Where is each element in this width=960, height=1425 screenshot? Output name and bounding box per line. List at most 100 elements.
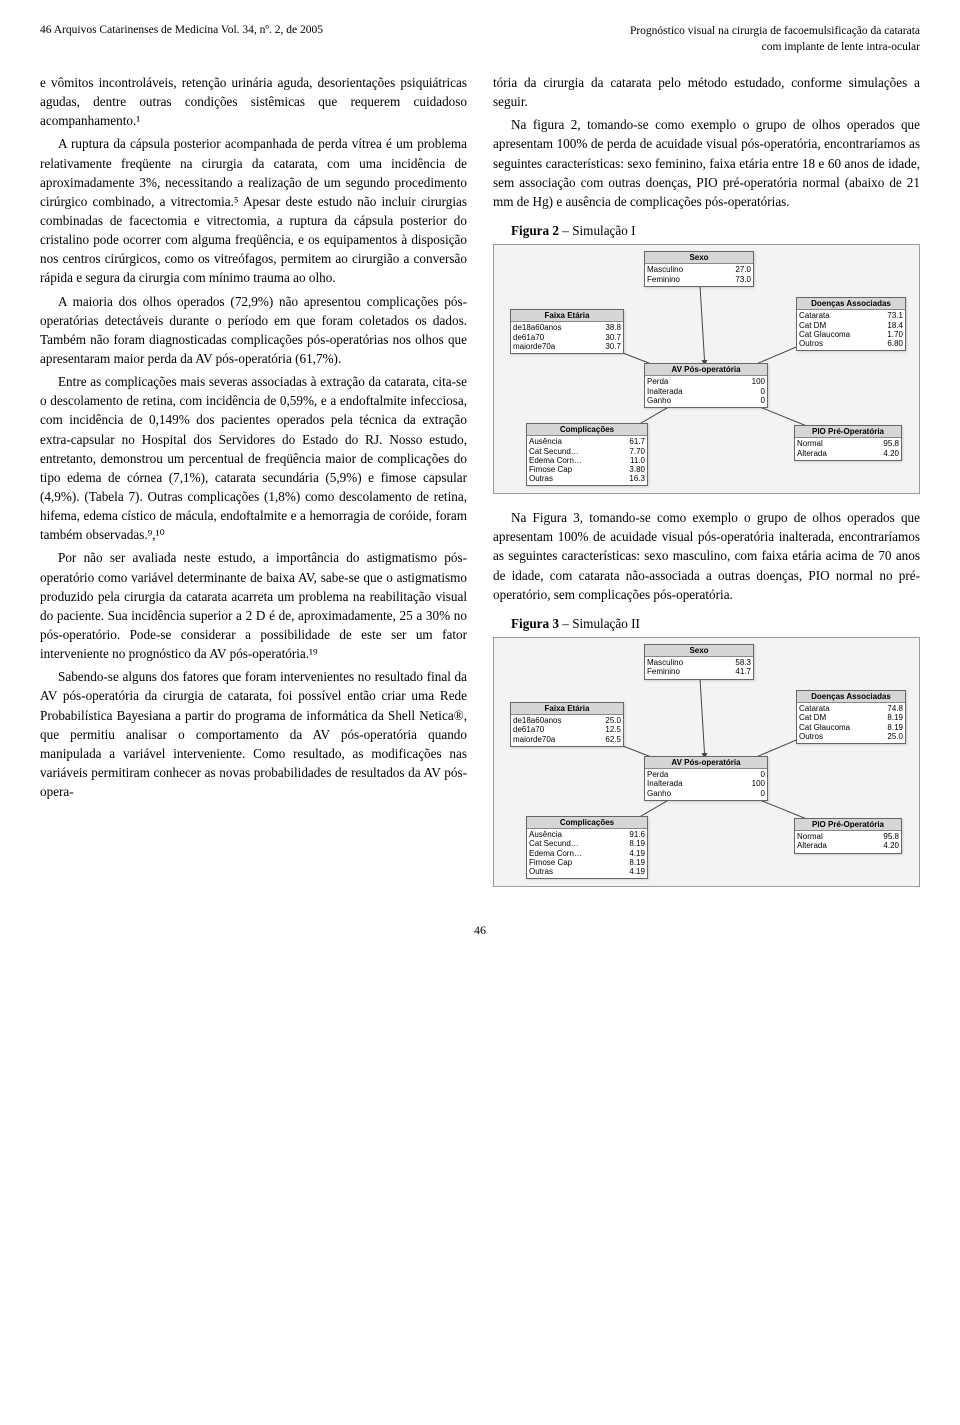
node-row-value: 8.19 [879,723,903,732]
node-row-value: 62.5 [597,735,621,744]
paragraph: Sabendo-se alguns dos fatores que foram … [40,667,467,801]
node-row-label: Feminino [647,275,723,284]
node-title: AV Pós-operatória [645,757,767,769]
node-row-value: 4.19 [621,849,645,858]
node-row: Perda0 [647,770,765,779]
node-row: Feminino 41.7 [647,667,751,676]
figure-2-title: – Simulação I [562,223,635,238]
network-node-doencas: Doenças AssociadasCatarata73.1Cat DM 18.4… [796,297,906,351]
node-row-value: 27.0 [727,265,751,274]
node-row-value: 3.80 [621,465,645,474]
figure-3-label: Figura 3 [511,616,559,631]
node-row-label: Edema Corn… [529,849,617,858]
paragraph: tória da cirurgia da catarata pelo métod… [493,73,920,111]
node-row-value: 12.5 [597,725,621,734]
paragraph: Entre as complicações mais severas assoc… [40,372,467,544]
node-row-label: Catarata [799,704,875,713]
node-title: Faixa Etária [511,703,623,715]
node-row: Inalterada0 [647,387,765,396]
node-row-value: 1.70 [879,330,903,339]
network-node-doencas: Doenças AssociadasCatarata74.8Cat DM8.19… [796,690,906,744]
node-row-value: 8.19 [621,839,645,848]
node-row: Cat Glaucoma1.70 [799,330,903,339]
node-row-value: 4.20 [875,449,899,458]
header-right-line-2: com implante de lente intra-ocular [630,40,920,56]
figure-2-network: SexoMasculino27.0Feminino73.0Faixa Etári… [493,244,920,494]
node-row-label: Normal [797,439,871,448]
paragraph: Na figura 2, tomando-se como exemplo o g… [493,115,920,211]
node-row-value: 18.4 [879,321,903,330]
node-row: Ausência 61.7 [529,437,645,446]
node-row: Ganho0 [647,789,765,798]
node-row-label: Outros [799,732,875,741]
node-row: Alterada4.20 [797,449,899,458]
node-title: PIO Pré-Operatória [795,819,901,831]
node-row-value: 6.80 [879,339,903,348]
node-row: Outros 25.0 [799,732,903,741]
node-row: Cat Secund… 7.70 [529,447,645,456]
node-row: Catarata73.1 [799,311,903,320]
running-header: 46 Arquivos Catarinenses de Medicina Vol… [40,24,920,55]
page-number: 46 [40,923,920,938]
node-row: Masculino27.0 [647,265,751,274]
node-row-label: de61a70 [513,725,593,734]
node-row: de18a60anos25.0 [513,716,621,725]
node-row-value: 7.70 [621,447,645,456]
node-row-value: 41.7 [727,667,751,676]
node-title: Doenças Associadas [797,298,905,310]
node-title: AV Pós-operatória [645,364,767,376]
node-row-label: Feminino [647,667,723,676]
node-body: Perda0Inalterada100Ganho0 [645,769,767,800]
node-body: Masculino27.0Feminino73.0 [645,264,753,285]
node-row-value: 95.8 [875,439,899,448]
node-body: Catarata73.1Cat DM18.4Cat Glaucoma1.70Ou… [797,310,905,350]
node-title: Sexo [645,252,753,264]
node-body: de18a60anos25.0de61a7012.5maiorde70a62.5 [511,715,623,746]
node-row-value: 11.0 [621,456,645,465]
node-row-label: Fimose Cap [529,465,617,474]
node-body: Catarata74.8Cat DM8.19Cat Glaucoma8.19Ou… [797,703,905,743]
network-node-avpos: AV Pós-operatóriaPerda0Inalterada100Ganh… [644,756,768,801]
figure-3-caption: Figura 3 – Simulação II [493,614,920,633]
node-row-value: 25.0 [879,732,903,741]
node-row-value: 100 [741,779,765,788]
node-body: Ausência91.6Cat Secund…8.19Edema Corn…4.… [527,829,647,878]
node-row: Fimose Cap 3.80 [529,465,645,474]
node-row-value: 8.19 [621,858,645,867]
node-title: Sexo [645,645,753,657]
node-row-value: 16.3 [621,474,645,483]
node-row-label: Cat Secund… [529,447,617,456]
node-row-value: 30.7 [597,342,621,351]
network-node-comp: ComplicaçõesAusência91.6Cat Secund…8.19E… [526,816,648,879]
node-row-label: Perda [647,377,737,386]
figure-2-label: Figura 2 [511,223,559,238]
node-body: Masculino58.3Feminino41.7 [645,657,753,678]
node-row-label: Masculino [647,658,723,667]
network-node-faixa: Faixa Etáriade18a60anos25.0de61a7012.5ma… [510,702,624,747]
two-column-body: e vômitos incontroláveis, retenção uriná… [40,73,920,901]
node-row-value: 4.19 [621,867,645,876]
node-title: PIO Pré-Operatória [795,426,901,438]
header-right-line-1: Prognóstico visual na cirurgia de facoem… [630,24,920,40]
network-node-sexo: SexoMasculino58.3Feminino41.7 [644,644,754,680]
node-row: Outras16.3 [529,474,645,483]
figure-2-caption: Figura 2 – Simulação I [493,221,920,240]
node-title: Faixa Etária [511,310,623,322]
figure-3-title: – Simulação II [562,616,640,631]
node-row-value: 61.7 [621,437,645,446]
node-row-label: de18a60anos [513,323,593,332]
network-node-sexo: SexoMasculino27.0Feminino73.0 [644,251,754,287]
node-row-value: 0 [741,396,765,405]
paragraph: A ruptura da cápsula posterior acompanha… [40,134,467,287]
network-edge [700,678,705,758]
node-title: Complicações [527,817,647,829]
node-row-value: 91.6 [621,830,645,839]
right-column: tória da cirurgia da catarata pelo métod… [493,73,920,901]
node-row-label: Cat DM [799,321,875,330]
node-body: Normal95.8Alterada4.20 [795,831,901,852]
node-row-label: Ausência [529,830,617,839]
node-row: Edema Corn… 4.19 [529,849,645,858]
node-row-label: Ausência [529,437,617,446]
node-row: Alterada4.20 [797,841,899,850]
network-node-pio: PIO Pré-OperatóriaNormal95.8Alterada4.20 [794,818,902,854]
